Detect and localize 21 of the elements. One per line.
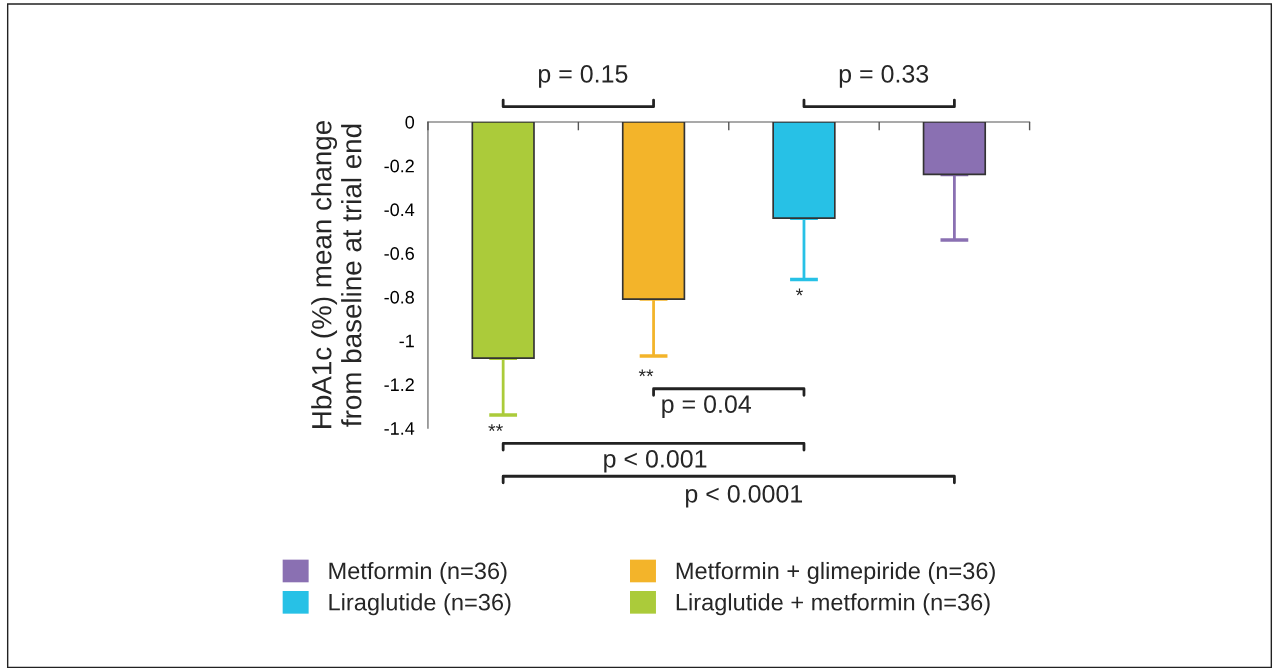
- y-tick-label: -1: [399, 334, 414, 348]
- annotation: *: [796, 288, 803, 296]
- y-tick-label: 0: [405, 115, 415, 129]
- annotation: **: [488, 424, 503, 431]
- annotation: p = 0.04: [662, 395, 752, 418]
- text: p < 0.001: [604, 449, 707, 473]
- legend-label: Liraglutide + metformin (n=36): [676, 593, 990, 616]
- legend-label: Metformin (n=36): [329, 561, 507, 584]
- legend-label: Metformin + glimepiride (n=36): [676, 561, 995, 584]
- annotation: **: [638, 369, 654, 377]
- text: p = 0.15: [538, 65, 628, 88]
- y-tick-label: -0.2: [384, 159, 414, 173]
- legend-label: Liraglutide (n=36): [329, 593, 511, 616]
- y-axis-title: HbA1c (%) mean change from baseline at trial end: [311, 121, 362, 428]
- y-tick-label: -1.2: [384, 378, 414, 391]
- y-tick-label: -0.6: [384, 247, 414, 260]
- text: p < 0.0001: [686, 484, 803, 508]
- y-tick-label: -0.8: [384, 290, 414, 304]
- y-tick-label: -1.4: [384, 422, 415, 435]
- y-tick-label: -0.4: [384, 203, 415, 217]
- text: p = 0.33: [839, 65, 929, 88]
